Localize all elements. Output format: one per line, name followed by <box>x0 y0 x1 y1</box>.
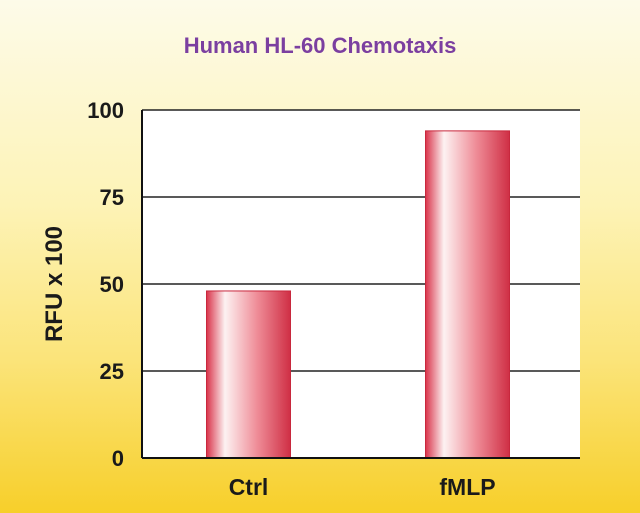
y-tick-label: 50 <box>100 272 124 297</box>
x-tick-label: Ctrl <box>229 474 269 500</box>
y-tick-label: 0 <box>112 446 124 471</box>
x-tick-label: fMLP <box>439 474 495 500</box>
y-tick-label: 75 <box>100 185 124 210</box>
bars <box>206 130 510 459</box>
y-tick-label: 25 <box>100 359 124 384</box>
y-tick-label: 100 <box>87 98 124 123</box>
axes <box>141 110 580 459</box>
y-axis-label: RFU x 100 <box>41 226 68 342</box>
bar-fmlp <box>425 130 510 459</box>
bar-ctrl <box>206 290 291 459</box>
chart-title: Human HL-60 Chemotaxis <box>184 33 457 58</box>
x-tick-labels: Ctrl fMLP <box>229 474 496 500</box>
y-tick-labels: 0 25 50 75 100 <box>87 98 124 471</box>
